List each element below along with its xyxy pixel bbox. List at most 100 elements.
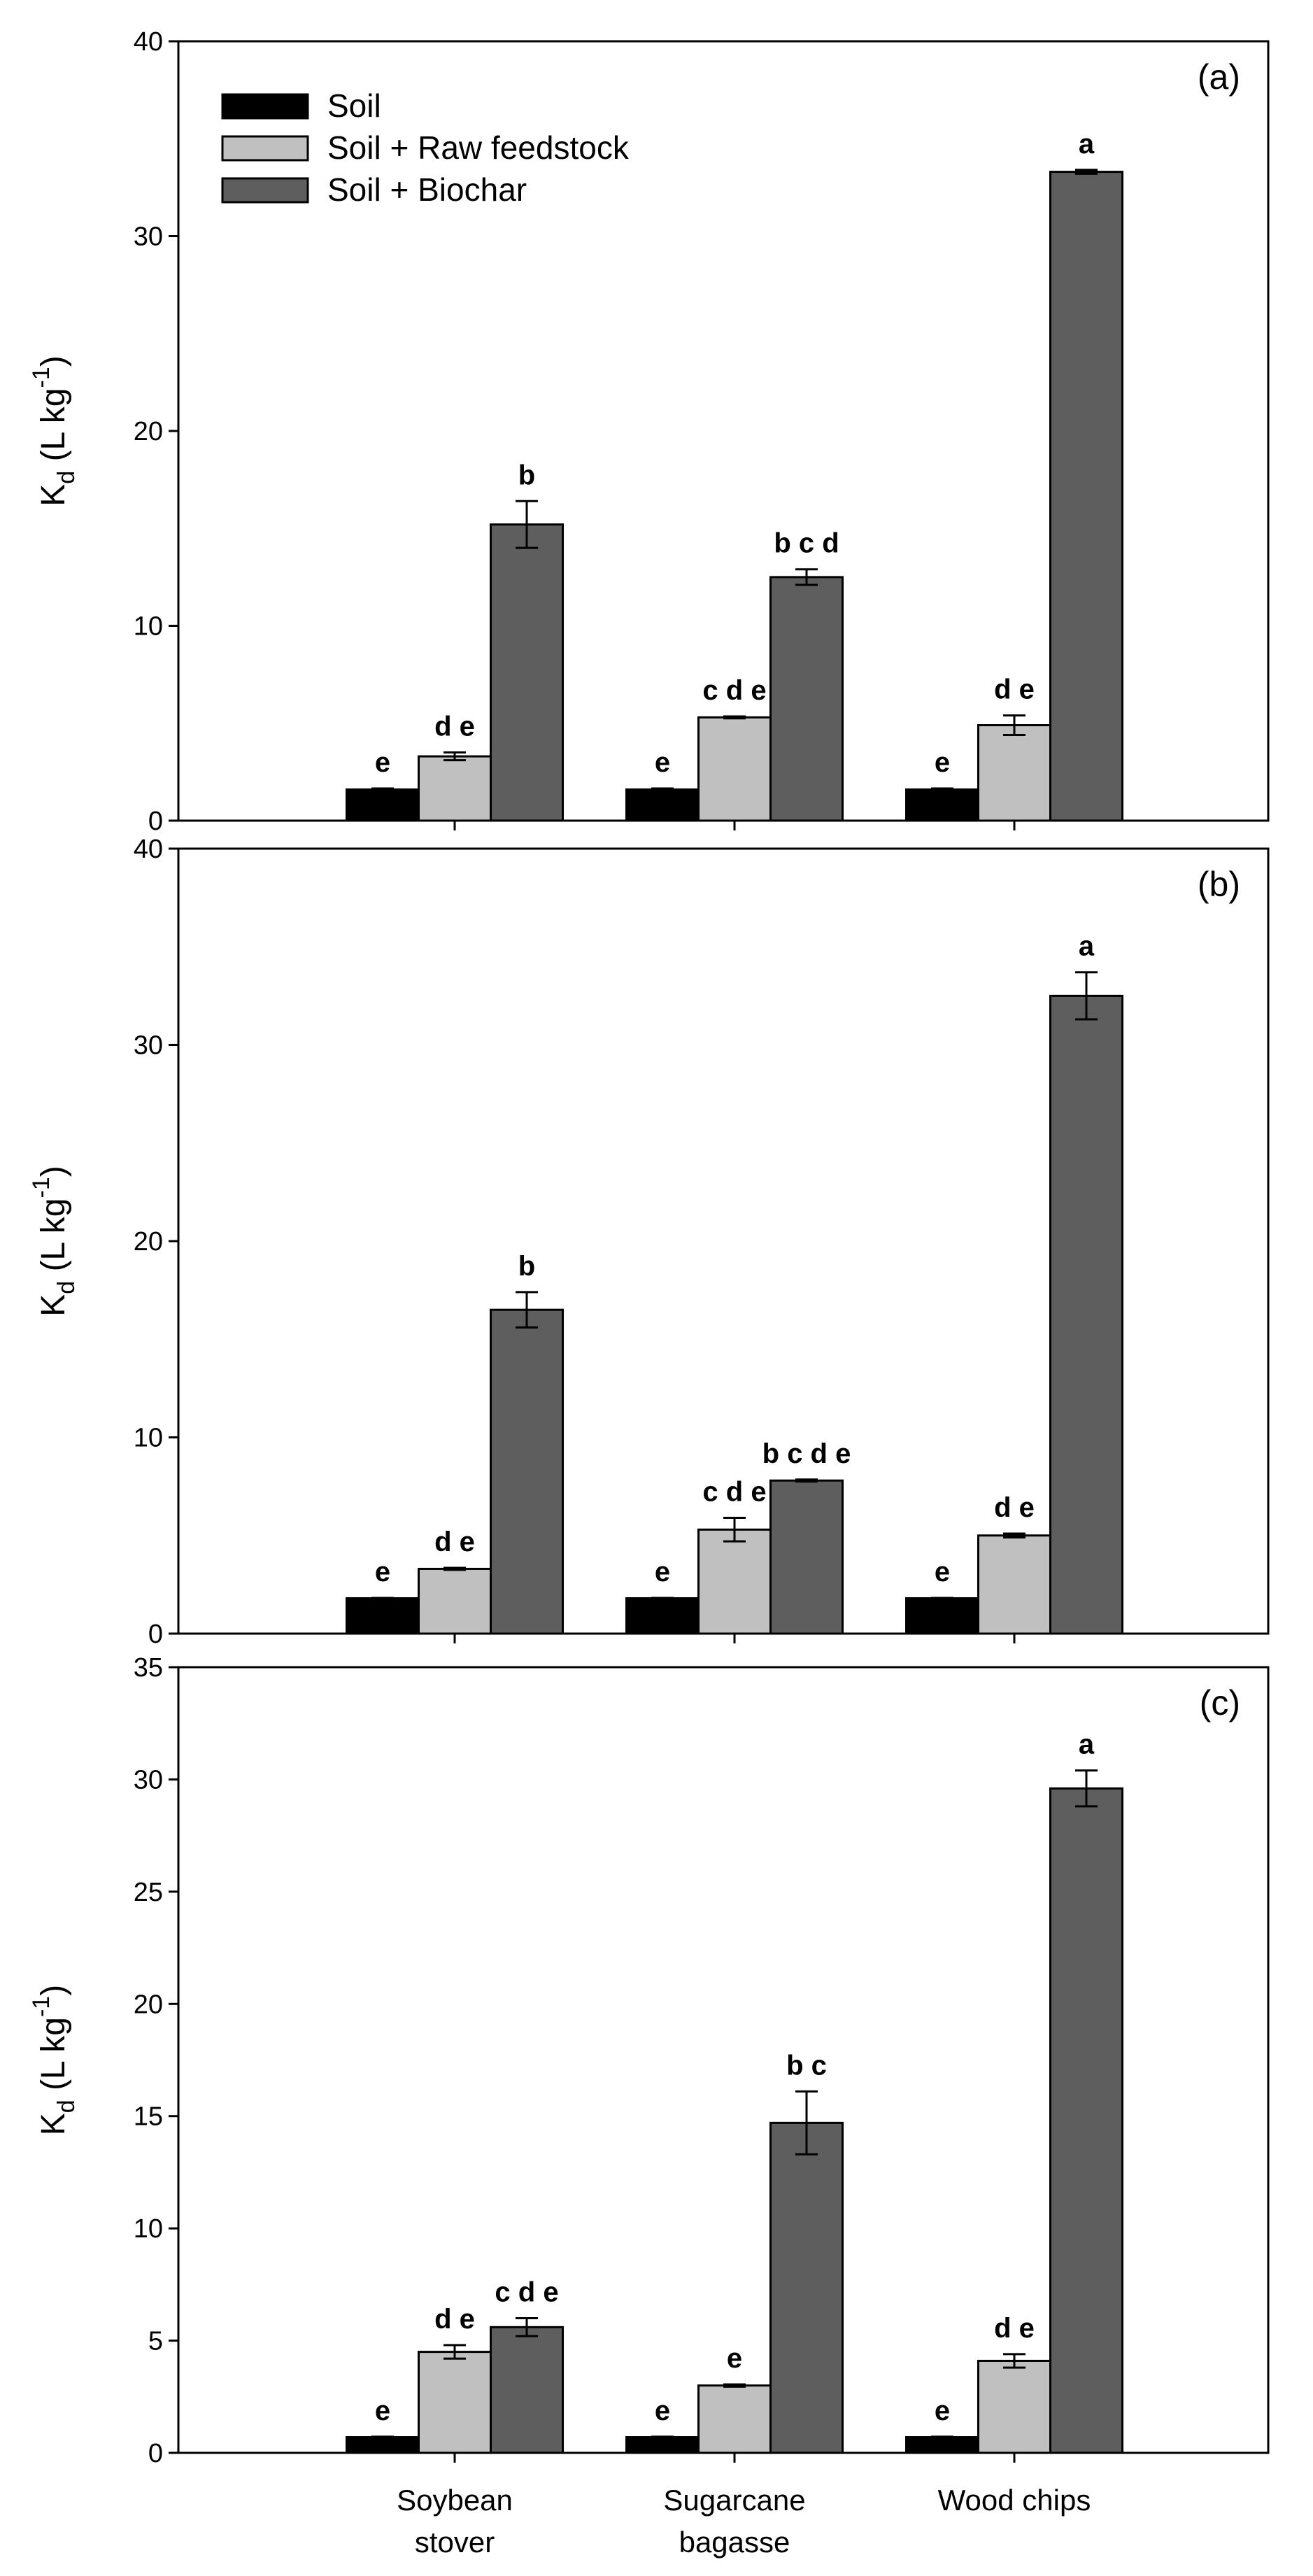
y-tick-label: 30 xyxy=(134,222,163,252)
y-tick-label: 35 xyxy=(134,1653,163,1683)
category-label: Wood chips xyxy=(938,2484,1091,2517)
significance-letters: e xyxy=(375,747,390,778)
significance-letters: d e xyxy=(434,1527,475,1557)
panel-label: (b) xyxy=(1198,865,1240,904)
significance-letters: b xyxy=(518,1251,535,1282)
bar xyxy=(625,1597,700,1635)
y-tick-label: 40 xyxy=(134,835,163,864)
bar xyxy=(977,1534,1051,1635)
y-tick-label: 10 xyxy=(134,612,163,642)
significance-letters: d e xyxy=(434,712,475,742)
bar xyxy=(625,788,700,822)
y-axis-label-part: K xyxy=(35,2113,72,2135)
significance-letters: b c d e xyxy=(762,1438,851,1469)
significance-letters: d e xyxy=(994,674,1035,705)
y-tick-label: 5 xyxy=(148,2327,163,2356)
y-axis-label-part: ) xyxy=(35,355,72,367)
significance-letters: e xyxy=(935,1557,950,1587)
y-axis-label: Kd (L kg-1) xyxy=(28,1166,80,1316)
category-label-line: Sugarcane xyxy=(663,2484,805,2517)
y-axis-label: Kd (L kg-1) xyxy=(28,1985,80,2135)
category-label-line: Wood chips xyxy=(938,2484,1091,2517)
significance-letters: d e xyxy=(994,2313,1035,2344)
significance-letters: a xyxy=(1079,931,1095,962)
bar xyxy=(346,1597,420,1635)
y-axis-label-part: (L kg xyxy=(35,2017,72,2100)
y-tick-label: 30 xyxy=(134,1031,163,1061)
significance-letters: e xyxy=(727,2343,742,2374)
category-label: Soybean stover xyxy=(397,2484,513,2559)
significance-letters: e xyxy=(375,2395,390,2426)
significance-letters: e xyxy=(375,1557,390,1587)
panel-1: 0 10 20 30 40 Kd (L kg-1) (a) e e e d e c d e d e b b … xyxy=(28,27,1270,836)
panel-label: (c) xyxy=(1200,1683,1240,1722)
y-tick-label: 0 xyxy=(148,1620,163,1649)
legend-swatch xyxy=(221,135,309,162)
bar xyxy=(418,2351,492,2454)
y-tick-label: 20 xyxy=(134,1990,163,2019)
significance-letters: e xyxy=(655,747,670,778)
significance-letters: e xyxy=(655,1557,670,1587)
significance-letters: a xyxy=(1079,129,1095,160)
y-tick-label: 40 xyxy=(134,27,163,57)
panel-2: 0 10 20 30 40 Kd (L kg-1) (b) e e e d e c d e d e b b … xyxy=(28,835,1270,1649)
significance-letters: e xyxy=(935,2395,950,2426)
legend-label: Soil + Raw feedstock xyxy=(327,129,630,166)
bar xyxy=(346,788,420,822)
legend-label: Soil + Biochar xyxy=(327,171,527,208)
significance-letters: c d e xyxy=(702,675,766,706)
y-tick-label: 15 xyxy=(134,2102,163,2132)
legend: Soil Soil + Raw feedstock Soil + Biochar xyxy=(221,87,630,208)
y-axis-label-part: d xyxy=(53,471,80,484)
significance-letters: d e xyxy=(994,1492,1035,1523)
bar xyxy=(346,2436,420,2454)
y-tick-label: 30 xyxy=(134,1765,163,1795)
bar xyxy=(490,2326,564,2454)
bar xyxy=(977,724,1051,822)
significance-letters: e xyxy=(935,747,950,778)
legend-label: Soil xyxy=(327,87,381,124)
panel-3: 0 5 10 15 20 25 30 35 Kd (L kg-1) (c) e e e d e e d e c … xyxy=(28,1653,1270,2468)
y-axis-label-part: d xyxy=(53,2100,80,2113)
bar xyxy=(1049,994,1123,1635)
category-labels: Soybean stover Sugarcane bagasse Wood chips xyxy=(397,2484,1091,2559)
significance-letters: a xyxy=(1079,1729,1095,1760)
y-axis-label-part: -1 xyxy=(28,367,55,388)
significance-letters: b c d xyxy=(774,528,839,559)
bar xyxy=(697,1528,772,1635)
legend-swatch xyxy=(221,93,309,120)
category-label-line: Soybean xyxy=(397,2484,513,2517)
y-tick-label: 20 xyxy=(134,417,163,446)
y-axis-label-part: (L kg xyxy=(35,1198,72,1281)
y-axis-label-part: -1 xyxy=(28,1996,55,2017)
y-tick-label: 0 xyxy=(148,2439,163,2468)
y-axis-label-part: ) xyxy=(35,1166,72,1177)
y-axis-label-part: -1 xyxy=(28,1177,55,1198)
y-axis-label-part: d xyxy=(53,1281,80,1294)
y-tick-label: 25 xyxy=(134,1878,163,1907)
bar xyxy=(1049,1787,1123,2454)
y-tick-label: 10 xyxy=(134,2214,163,2244)
significance-letters: d e xyxy=(434,2304,475,2335)
y-axis-label-part: K xyxy=(35,1294,72,1317)
bar xyxy=(769,2121,844,2454)
y-tick-label: 20 xyxy=(134,1227,163,1257)
y-tick-label: 10 xyxy=(134,1424,163,1453)
bar xyxy=(977,2359,1051,2454)
significance-letters: c d e xyxy=(495,2277,558,2307)
bar xyxy=(697,716,772,822)
bar xyxy=(1049,171,1123,822)
bar xyxy=(697,2384,772,2454)
category-label-line: stover xyxy=(415,2526,495,2559)
y-tick-label: 0 xyxy=(148,807,163,836)
bar xyxy=(769,1479,844,1635)
y-axis-label-part: ) xyxy=(35,1985,72,1996)
bar xyxy=(905,2436,979,2454)
bar xyxy=(905,1597,979,1635)
significance-letters: e xyxy=(655,2395,670,2426)
bar xyxy=(418,755,492,822)
bar xyxy=(905,788,979,822)
bar xyxy=(769,576,844,822)
